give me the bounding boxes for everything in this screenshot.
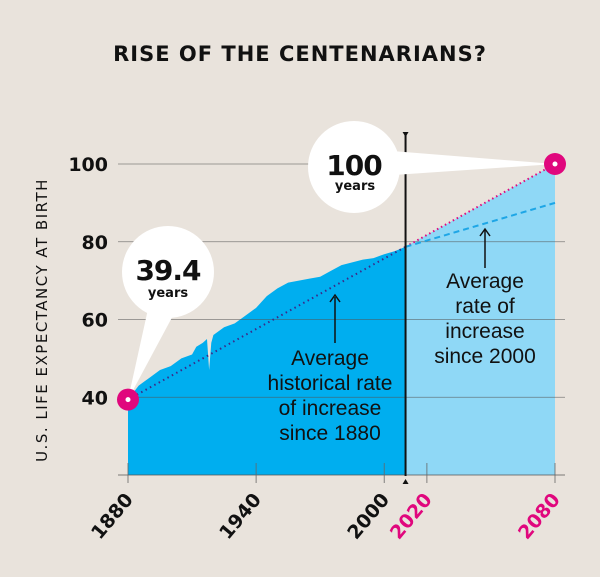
arrow-head-icon — [329, 293, 341, 303]
historical-rate-projection-line — [405, 163, 556, 248]
x-tick-label: 2080 — [514, 489, 565, 544]
data-point-center — [552, 161, 558, 167]
y-tick-label: 100 — [68, 154, 108, 176]
y-tick-label: 60 — [82, 310, 108, 332]
recent-rate-annotation: rate of — [455, 295, 515, 318]
callout-value: 39.4 — [135, 254, 201, 287]
callout-value: 100 — [326, 149, 382, 182]
callout-unit: years — [148, 286, 188, 301]
y-axis-label: U.S. LIFE EXPECTANCY AT BIRTH — [33, 178, 51, 462]
callout-bubble — [308, 121, 400, 213]
historical-rate-annotation: Average — [291, 347, 369, 370]
divider-top-marker — [402, 132, 409, 137]
x-tick-label: 2020 — [386, 489, 437, 544]
callout-bubble — [122, 226, 214, 318]
arrow-head-icon — [479, 227, 491, 237]
x-tick-label: 1880 — [87, 489, 138, 544]
recent-rate-annotation: increase — [445, 320, 524, 343]
chart-title: RISE OF THE CENTENARIANS? — [113, 42, 487, 66]
y-tick-label: 80 — [82, 232, 108, 254]
divider-bottom-marker — [402, 479, 409, 484]
recent-rate-annotation: since 2000 — [434, 345, 536, 368]
x-tick-label: 2000 — [343, 489, 394, 544]
historical-area — [128, 246, 406, 475]
y-tick-label: 40 — [82, 387, 108, 409]
recent-rate-projection-line — [405, 201, 556, 248]
data-point-center — [125, 397, 131, 403]
historical-rate-annotation: historical rate — [268, 372, 393, 395]
callout-pointer — [380, 150, 555, 176]
historical-rate-annotation: of increase — [279, 397, 382, 420]
callout-unit: years — [335, 179, 375, 194]
callout-pointer — [128, 300, 176, 400]
historical-rate-annotation: since 1880 — [279, 422, 381, 445]
recent-rate-annotation: Average — [446, 270, 524, 293]
x-tick-label: 1940 — [215, 489, 266, 544]
